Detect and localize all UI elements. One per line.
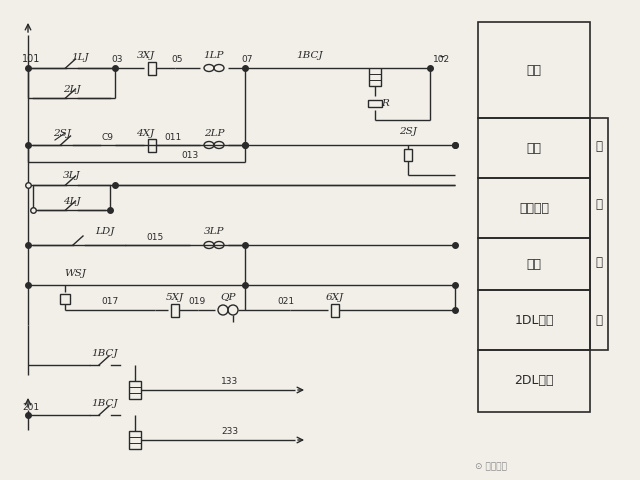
Text: 1DL跳闸: 1DL跳闸 [515,313,554,326]
Text: C9: C9 [101,132,113,142]
Bar [368,99,382,107]
Text: 过流: 过流 [527,142,541,155]
Bar [590,118,608,350]
Text: 021: 021 [277,298,294,307]
Bar [129,381,141,399]
Text: 4XJ: 4XJ [136,129,154,137]
Bar [60,294,70,304]
Text: 路: 路 [595,314,602,327]
Text: 1BCJ: 1BCJ [297,51,323,60]
Text: 保: 保 [595,141,602,154]
Text: 1BCJ: 1BCJ [92,398,118,408]
Text: 233: 233 [221,428,239,436]
Text: 102: 102 [433,56,450,64]
Bar [129,431,141,449]
Text: 3LP: 3LP [204,228,224,237]
Text: 2SJ: 2SJ [399,127,417,135]
Text: 017: 017 [101,298,118,307]
Bar [478,178,590,238]
Text: 133: 133 [221,377,239,386]
Text: 2SJ: 2SJ [53,129,71,137]
Text: 速断: 速断 [527,63,541,76]
Text: 101: 101 [22,54,40,64]
Text: 2LP: 2LP [204,129,224,137]
Bar [369,68,381,86]
Text: 零序过流: 零序过流 [519,202,549,215]
Bar [478,118,590,178]
Text: 201: 201 [22,403,40,411]
Bar [478,290,590,350]
Bar [478,238,590,290]
Text: R: R [381,98,389,108]
Text: 011: 011 [164,132,182,142]
Text: 6XJ: 6XJ [326,293,344,302]
Text: 2LJ: 2LJ [63,84,81,94]
Text: 4LJ: 4LJ [63,196,81,205]
Text: 015: 015 [147,232,164,241]
Text: -: - [440,51,444,65]
Text: 013: 013 [181,151,198,159]
Bar [171,303,179,316]
Text: 回: 回 [595,256,602,269]
Text: 1LJ: 1LJ [71,53,89,62]
Bar [148,61,156,74]
Text: 瓦斯: 瓦斯 [527,257,541,271]
Text: ⊙ 电工之家: ⊙ 电工之家 [475,463,507,471]
Text: 1LP: 1LP [204,51,224,60]
Text: 019: 019 [188,298,205,307]
Bar [478,22,590,118]
Bar [148,139,156,152]
Text: 5XJ: 5XJ [166,293,184,302]
Bar [478,350,590,412]
Text: 1BCJ: 1BCJ [92,348,118,358]
Text: -: - [440,51,444,65]
Text: 3LJ: 3LJ [63,170,81,180]
Text: 3XJ: 3XJ [137,51,155,60]
Text: 2DL跳闸: 2DL跳闸 [515,374,554,387]
Text: LDJ: LDJ [95,228,115,237]
Bar [331,303,339,316]
Text: QP: QP [220,292,236,301]
Text: WSJ: WSJ [64,268,86,277]
Text: 07: 07 [241,56,253,64]
Bar [404,149,412,161]
Text: 03: 03 [111,56,123,64]
Text: 护: 护 [595,199,602,212]
Text: 05: 05 [172,56,183,64]
